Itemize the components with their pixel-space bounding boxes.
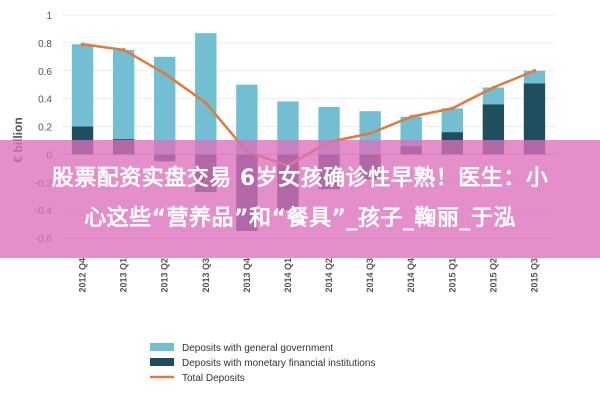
overlay-title-line-1: 股票配资实盘交易 6岁女孩确诊性早熟！医生：小 <box>51 166 549 191</box>
bar-general-government <box>71 44 94 127</box>
x-axis: 2012 Q4 2013 Q1 2013 Q2 2013 Q3 2013 Q4 2014 … <box>78 258 540 293</box>
line-point <box>121 48 126 52</box>
x-tick-label: 2015 Q2 <box>488 258 498 293</box>
bar-general-government <box>441 108 463 133</box>
legend-label: Deposits with monetary financial institu… <box>182 358 375 369</box>
bar-general-government <box>482 87 505 105</box>
x-tick-label: 2014 Q2 <box>324 258 334 293</box>
x-tick-label: 2015 Q3 <box>529 258 539 293</box>
y-tick-label: 1 <box>46 11 52 22</box>
x-tick-label: 2013 Q1 <box>119 258 129 293</box>
x-tick-label: 2012 Q4 <box>78 258 88 293</box>
line-point <box>450 106 455 111</box>
y-tick-label: 0.8 <box>38 39 52 50</box>
bar-mfi <box>523 83 546 155</box>
bar-general-government <box>112 49 135 140</box>
legend-swatch <box>150 343 174 351</box>
overlay-banner: 股票配资实盘交易 6岁女孩确诊性早熟！医生：小 心这些“营养品”和“餐具”_孩子… <box>0 140 600 258</box>
x-tick-label: 2015 Q1 <box>447 258 457 293</box>
bar-general-government <box>154 56 176 155</box>
bar-general-government <box>400 116 422 147</box>
x-tick-label: 2014 Q3 <box>365 258 375 293</box>
line-point <box>203 101 208 105</box>
x-tick-label: 2014 Q1 <box>283 258 293 293</box>
line-point <box>80 42 85 47</box>
overlay-title: 股票配资实盘交易 6岁女孩确诊性早熟！医生：小 心这些“营养品”和“餐具”_孩子… <box>52 159 548 239</box>
x-tick-label: 2014 Q4 <box>406 258 416 293</box>
legend-label: Total Deposits <box>182 373 245 384</box>
x-tick-label: 2013 Q2 <box>160 258 170 293</box>
bar-general-government <box>236 84 258 155</box>
legend: Deposits with general government Deposits… <box>150 343 375 384</box>
legend-swatch <box>150 358 174 366</box>
y-tick-label: 0.4 <box>38 95 52 106</box>
line-point <box>368 131 372 136</box>
line-point <box>162 71 167 76</box>
line-point <box>491 85 496 90</box>
x-tick-label: 2013 Q4 <box>242 258 252 293</box>
line-point <box>409 114 414 119</box>
overlay-title-line-2: 心这些“营养品”和“餐具”_孩子_鞠丽_于泓 <box>84 206 516 231</box>
x-tick-label: 2013 Q3 <box>201 258 211 293</box>
line-point <box>532 68 537 73</box>
y-tick-label: 0.2 <box>38 123 52 134</box>
y-tick-label: 0.6 <box>38 67 52 78</box>
bar-general-government <box>195 33 217 155</box>
legend-label: Deposits with general government <box>182 343 333 354</box>
